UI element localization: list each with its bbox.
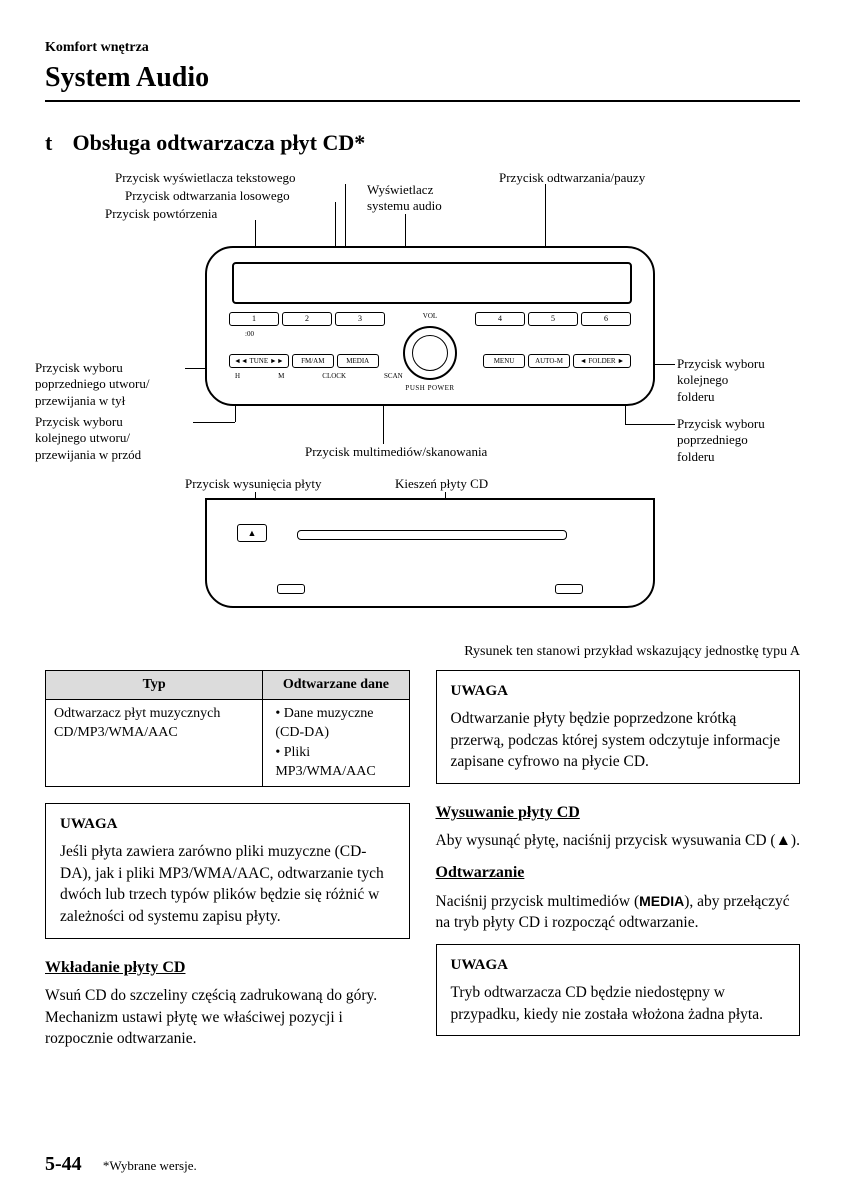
clock-00-label: :00: [245, 330, 254, 338]
tune-button[interactable]: ◄◄ TUNE ►►: [229, 354, 289, 368]
subhead-insert-cd: Wkładanie płyty CD: [45, 957, 410, 979]
label-cd-slot: Kieszeń płyty CD: [395, 476, 488, 492]
footnote: *Wybrane wersje.: [103, 1158, 197, 1173]
menu-button[interactable]: MENU: [483, 354, 525, 368]
label-eject-btn: Przycisk wysunięcia płyty: [185, 476, 321, 492]
tiny-clock: CLOCK: [322, 372, 346, 380]
play-text-pre: Naciśnij przycisk multimediów (: [436, 893, 640, 910]
label-next-track: Przycisk wyboru kolejnego utworu/ przewi…: [35, 414, 141, 463]
playback-table: Typ Odtwarzane dane Odtwarzacz płyt muzy…: [45, 670, 410, 787]
preset-6-button[interactable]: 6: [581, 312, 631, 326]
tiny-scan: SCAN: [384, 372, 403, 380]
note-box-3: UWAGA Tryb odtwarzacza CD będzie niedost…: [436, 944, 801, 1036]
folder-button[interactable]: ◄ FOLDER ►: [573, 354, 631, 368]
note-box-2: UWAGA Odtwarzanie płyty będzie poprzedzo…: [436, 670, 801, 784]
label-random-play-btn: Przycisk odtwarzania losowego: [125, 188, 290, 204]
breadcrumb: Komfort wnętrza: [45, 40, 800, 56]
page-number: 5-44: [45, 1153, 82, 1175]
note-body: Jeśli płyta zawiera zarówno pliki muzycz…: [60, 841, 395, 928]
subhead-eject-cd: Wysuwanie płyty CD: [436, 802, 801, 824]
right-column: UWAGA Odtwarzanie płyty będzie poprzedzo…: [436, 670, 801, 1060]
cd-slot-unit: ▲: [205, 498, 655, 608]
label-media-scan-btn: Przycisk multimediów/skanowania: [305, 444, 487, 460]
cd-player-diagram: Przycisk wyświetlacza tekstowego Przycis…: [45, 170, 805, 640]
tiny-h: H: [235, 372, 240, 380]
section-heading: t Obsługa odtwarzacza płyt CD*: [45, 130, 800, 156]
eject-icon: ▲: [776, 832, 791, 849]
table-row: Odtwarzacz płyt muzycznych CD/MP3/WMA/AA…: [46, 699, 410, 786]
preset-4-button[interactable]: 4: [475, 312, 525, 326]
preset-5-button[interactable]: 5: [528, 312, 578, 326]
push-power-label: PUSH POWER: [405, 384, 454, 392]
paragraph-insert: Wsuń CD do szczeliny częścią zadrukowaną…: [45, 985, 410, 1050]
media-inline-label: MEDIA: [639, 893, 684, 909]
subhead-play: Odtwarzanie: [436, 862, 801, 884]
note-body: Tryb odtwarzacza CD będzie niedostępny w…: [451, 982, 786, 1025]
table-cell-type: Odtwarzacz płyt muzycznych CD/MP3/WMA/AA…: [46, 699, 263, 786]
page-footer: 5-44 *Wybrane wersje.: [45, 1153, 800, 1176]
figure-caption: Rysunek ten stanowi przykład wskazujący …: [45, 644, 800, 660]
preset-2-button[interactable]: 2: [282, 312, 332, 326]
table-data-item: Pliki MP3/WMA/AAC: [275, 743, 400, 782]
paragraph-play: Naciśnij przycisk multimediów (MEDIA), a…: [436, 891, 801, 934]
audio-display-window: [232, 262, 632, 304]
vol-label: VOL: [423, 312, 437, 320]
eject-button[interactable]: ▲: [237, 524, 267, 542]
tiny-m: M: [278, 372, 284, 380]
note-body: Odtwarzanie płyty będzie poprzedzone kró…: [451, 708, 786, 773]
eject-text-post: ).: [791, 832, 800, 849]
table-header-data: Odtwarzane dane: [263, 671, 409, 700]
auto-m-button[interactable]: AUTO-M: [528, 354, 570, 368]
label-text-display-btn: Przycisk wyświetlacza tekstowego: [115, 170, 296, 186]
note-title: UWAGA: [451, 681, 786, 702]
left-column: Typ Odtwarzane dane Odtwarzacz płyt muzy…: [45, 670, 410, 1060]
label-repeat-btn: Przycisk powtórzenia: [105, 206, 217, 222]
page-title: System Audio: [45, 62, 800, 102]
label-next-folder: Przycisk wyboru kolejnego folderu: [677, 356, 765, 405]
section-heading-text: Obsługa odtwarzacza płyt CD*: [73, 130, 366, 155]
note-title: UWAGA: [60, 814, 395, 835]
fm-am-button[interactable]: FM/AM: [292, 354, 334, 368]
media-button[interactable]: MEDIA: [337, 354, 379, 368]
preset-3-button[interactable]: 3: [335, 312, 385, 326]
cd-indicator-left: [277, 584, 305, 594]
note-box-1: UWAGA Jeśli płyta zawiera zarówno pliki …: [45, 803, 410, 939]
section-marker: t: [45, 130, 67, 156]
label-prev-track: Przycisk wyboru poprzedniego utworu/ prz…: [35, 360, 149, 409]
paragraph-eject: Aby wysunąć płytę, naciśnij przycisk wys…: [436, 830, 801, 852]
label-prev-folder: Przycisk wyboru poprzedniego folderu: [677, 416, 765, 465]
cd-slot[interactable]: [297, 530, 567, 540]
note-title: UWAGA: [451, 955, 786, 976]
table-cell-data: Dane muzyczne (CD-DA) Pliki MP3/WMA/AAC: [263, 699, 409, 786]
table-header-type: Typ: [46, 671, 263, 700]
eject-text-pre: Aby wysunąć płytę, naciśnij przycisk wys…: [436, 832, 776, 849]
volume-knob[interactable]: [403, 326, 457, 380]
cd-indicator-right: [555, 584, 583, 594]
radio-head-unit: 1 2 3 4 5 6 :00 VOL PUSH POWER ◄◄ TUNE ►…: [205, 246, 655, 406]
label-audio-display: Wyświetlacz systemu audio: [367, 182, 442, 215]
label-play-pause-btn: Przycisk odtwarzania/pauzy: [499, 170, 645, 186]
preset-1-button[interactable]: 1: [229, 312, 279, 326]
table-data-item: Dane muzyczne (CD-DA): [275, 704, 400, 743]
